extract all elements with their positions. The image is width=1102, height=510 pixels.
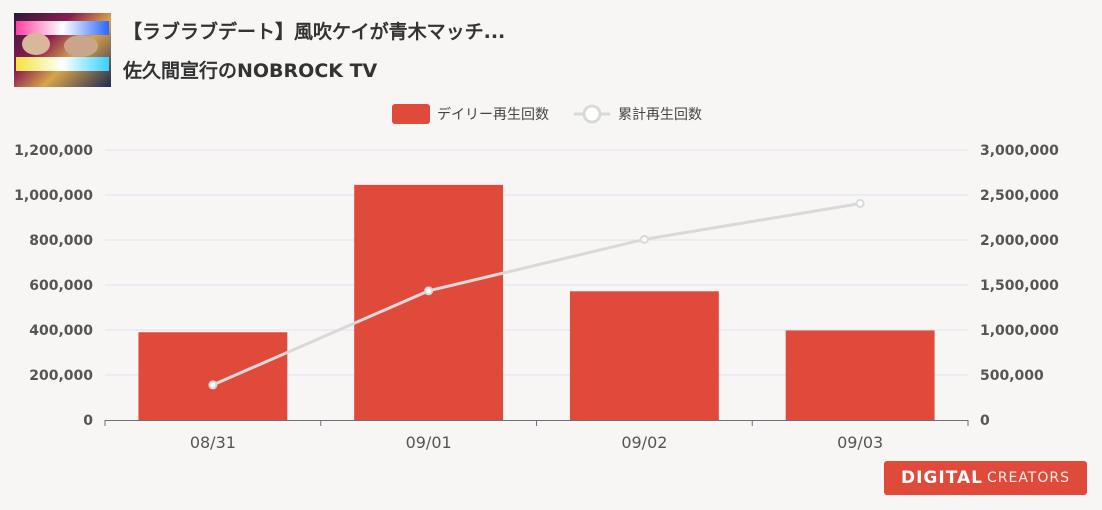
y-left-tick-label: 400,000: [29, 323, 93, 339]
line-point: [208, 380, 218, 390]
bar: [569, 291, 719, 420]
y-left-tick-label: 0: [83, 413, 93, 429]
x-tick-label: 09/03: [837, 433, 883, 450]
y-right-tick-label: 3,000,000: [980, 143, 1059, 159]
video-thumbnail[interactable]: [14, 13, 111, 87]
bar: [354, 184, 504, 420]
brand-logo-text: CREATORS: [986, 470, 1070, 486]
bar: [785, 330, 935, 420]
line-point: [424, 286, 434, 296]
y-right-tick-label: 0: [980, 413, 990, 429]
legend-bar-label: デイリー再生回数: [437, 106, 549, 123]
thumbnail-caption-bottom: [16, 57, 109, 71]
y-left-tick-label: 600,000: [29, 278, 93, 294]
video-header: 【ラブラブデート】風吹ケイが青木マッチ... 佐久間宣行のNOBROCK TV: [14, 13, 714, 89]
legend-bar-swatch: [392, 104, 430, 124]
x-tick-label: 09/01: [406, 433, 452, 450]
y-left-tick-label: 800,000: [29, 233, 93, 249]
brand-logo-text: DIGITAL: [900, 468, 983, 488]
views-chart: 0 0 200,000 500,000 400,000 1,000,000 600,000 1…: [14, 104, 1059, 450]
line-point: [855, 199, 865, 209]
cumulative-line: [212, 202, 861, 387]
bar: [138, 332, 288, 420]
y-left-tick-label: 1,200,000: [14, 143, 93, 159]
y-right-tick-label: 2,000,000: [980, 233, 1059, 249]
x-tick-label: 09/02: [621, 433, 667, 450]
legend-line-label: 累計再生回数: [618, 107, 702, 123]
line-point: [639, 234, 649, 244]
x-tick-label: 08/31: [190, 433, 236, 450]
video-title[interactable]: 【ラブラブデート】風吹ケイが青木マッチ...: [123, 21, 506, 43]
y-right-tick-label: 1,500,000: [980, 278, 1059, 294]
thumbnail-caption-top: [16, 21, 109, 35]
thumbnail-face: [64, 35, 98, 57]
thumbnail-face: [22, 33, 50, 55]
y-right-tick-label: 1,000,000: [980, 323, 1059, 339]
channel-name[interactable]: 佐久間宣行のNOBROCK TV: [123, 60, 378, 82]
brand-logo[interactable]: DIGITAL CREATORS: [884, 461, 1087, 495]
y-right-tick-label: 500,000: [980, 368, 1044, 384]
y-left-tick-label: 1,000,000: [14, 188, 93, 204]
y-right-tick-label: 2,500,000: [980, 188, 1059, 204]
y-left-tick-label: 200,000: [29, 368, 93, 384]
legend-line-marker: [582, 104, 602, 124]
